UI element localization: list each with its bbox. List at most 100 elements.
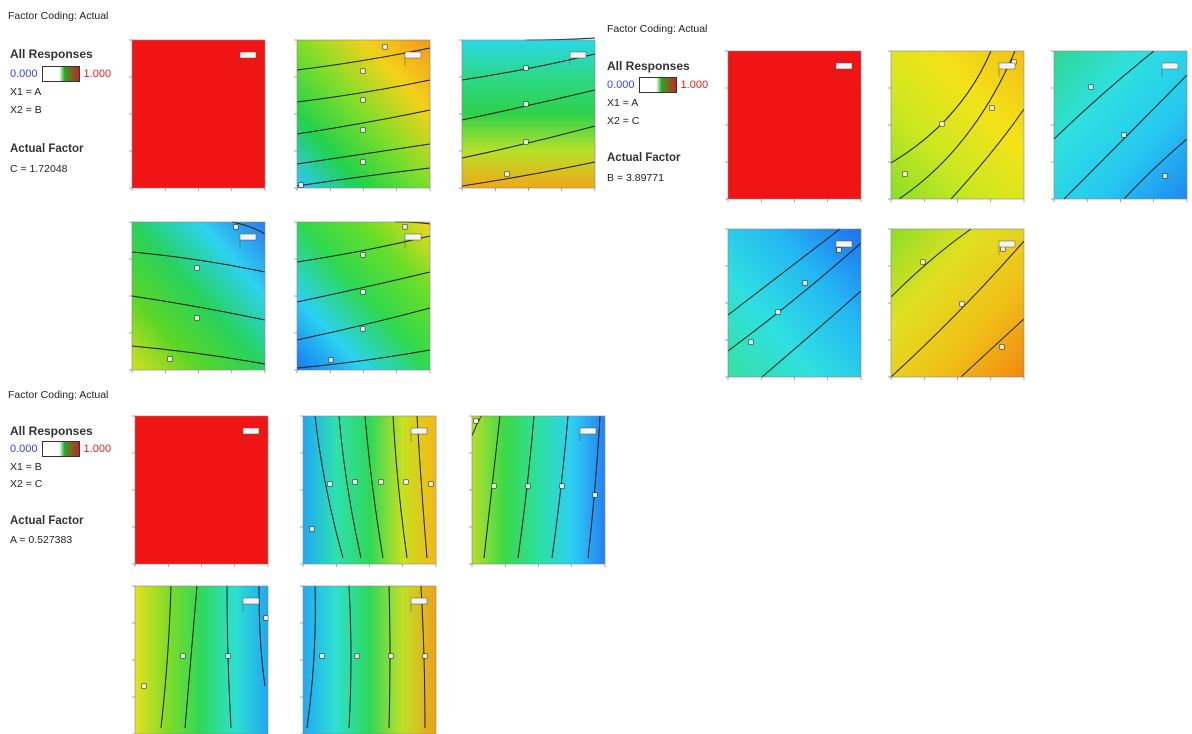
contour-label-marker (233, 224, 239, 230)
actual-factor-value: C = 1.72048 (10, 163, 68, 175)
all-responses-label: All Responses (607, 59, 690, 73)
actual-factor-value: A = 0.527383 (10, 534, 73, 546)
actual-factor-title: Actual Factor (607, 152, 681, 164)
scale-gradient-bar (41, 441, 80, 457)
contour-label-marker (836, 247, 842, 253)
prediction-flag (835, 62, 853, 70)
contour-label-marker (504, 171, 510, 177)
figure-ab: Factor Coding: Actual All Responses 0.00… (0, 0, 596, 385)
contour-label-marker (592, 492, 598, 498)
contour-label-marker (360, 68, 366, 74)
contour-line (131, 295, 266, 321)
contour-label-marker (491, 483, 497, 489)
contour-plot-svg (469, 415, 606, 567)
plot-frame (471, 415, 606, 565)
contour-line (898, 50, 1016, 200)
scale-min-value: 0.000 (10, 443, 38, 455)
plot-frame (890, 228, 1025, 378)
plot-frame (134, 415, 269, 565)
prediction-flag (998, 240, 1016, 248)
contour-plot-svg (132, 585, 269, 734)
contour-label-marker (902, 171, 908, 177)
plot-frame (302, 415, 437, 565)
actual-factor-title: Actual Factor (10, 143, 84, 155)
prediction-flag (242, 597, 260, 605)
contour-line (231, 221, 266, 235)
response-surface (728, 229, 861, 377)
contour-panel-r3 (129, 221, 266, 373)
contour-label-marker (360, 159, 366, 165)
contour-panel-r1 (888, 50, 1025, 202)
contour-line (296, 307, 431, 341)
response-surface (135, 416, 268, 564)
plot-frame (296, 39, 431, 189)
contour-label-marker (382, 44, 388, 50)
contour-label-marker (523, 139, 529, 145)
contour-label-marker (748, 339, 754, 345)
contour-label-marker (319, 653, 325, 659)
contour-label-marker (225, 653, 231, 659)
contour-line (296, 79, 431, 103)
contour-label-marker (523, 101, 529, 107)
contour-plot-svg (129, 221, 266, 373)
scale-max-value: 1.000 (83, 443, 112, 455)
contour-label-marker (422, 653, 428, 659)
contour-label-marker (802, 280, 808, 286)
contour-line (392, 415, 408, 559)
actual-factor-value: B = 3.89771 (607, 172, 664, 184)
contour-label-marker (141, 683, 147, 689)
contour-label-marker (1000, 246, 1006, 252)
scale-max-value: 1.000 (680, 79, 709, 91)
plot-frame (302, 585, 437, 734)
plot-frame (131, 221, 266, 371)
contour-panel-r2 (1051, 50, 1188, 202)
contour-line (338, 415, 362, 559)
scale-gradient-bar (638, 77, 677, 93)
x1-factor-label: X1 = B (10, 461, 42, 473)
contour-panel-r1 (300, 415, 437, 567)
response-surface (303, 416, 436, 564)
contour-line (890, 228, 972, 298)
contour-label-marker (388, 653, 394, 659)
desirability-scale: 0.000 1.000 (10, 65, 111, 83)
contour-plot-svg (294, 39, 431, 191)
contour-line (131, 251, 266, 273)
contour-label-marker (328, 357, 334, 363)
contour-label-marker (525, 483, 531, 489)
plot-frame (134, 585, 269, 734)
response-surface (303, 586, 436, 734)
contour-line (890, 240, 1025, 378)
contour-plot-svg (725, 228, 862, 380)
prediction-flag (239, 51, 257, 59)
all-responses-label: All Responses (10, 47, 93, 61)
contour-panel-r4 (294, 221, 431, 373)
contour-line (727, 242, 862, 352)
contour-line (761, 290, 862, 378)
contour-panel-desirability (132, 415, 269, 567)
contour-panel-desirability (725, 50, 862, 202)
plot-frame (1053, 50, 1188, 200)
scale-min-value: 0.000 (10, 68, 38, 80)
contour-line (1063, 74, 1188, 200)
response-surface (891, 229, 1024, 377)
contour-label-marker (989, 105, 995, 111)
prediction-flag (404, 233, 422, 241)
response-surface (472, 416, 605, 564)
contour-label-marker (354, 653, 360, 659)
contour-plot-svg (132, 415, 269, 567)
response-surface (462, 40, 595, 188)
contour-panel-r4 (888, 228, 1025, 380)
desirability-scale: 0.000 1.000 (10, 440, 111, 458)
contour-label-marker (298, 182, 304, 188)
plot-frame (131, 39, 266, 189)
contour-label-marker (263, 615, 269, 621)
prediction-flag (239, 233, 257, 241)
contour-line (296, 143, 431, 165)
contour-label-marker (523, 65, 529, 71)
contour-label-marker (403, 479, 409, 485)
contour-panel-r2 (459, 37, 596, 191)
plot-frame (727, 228, 862, 378)
contour-line (960, 318, 1025, 378)
prediction-flag (569, 51, 587, 59)
figure-ac: Factor Coding: Actual All Responses 0.00… (600, 0, 1192, 385)
